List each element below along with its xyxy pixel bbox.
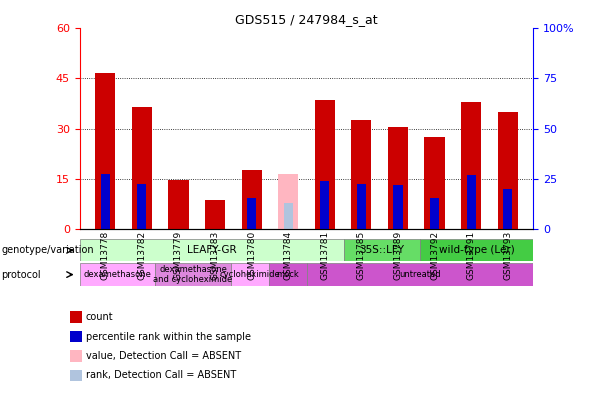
Bar [268, 263, 306, 286]
Text: GSM13780: GSM13780 [247, 231, 256, 280]
Text: genotype/variation: genotype/variation [1, 245, 94, 255]
Text: dexamethasone
and cycloheximide: dexamethasone and cycloheximide [153, 265, 233, 284]
Bar [424, 137, 444, 229]
Bar [320, 181, 329, 229]
Bar [80, 263, 155, 286]
Text: percentile rank within the sample: percentile rank within the sample [86, 332, 251, 341]
Bar [132, 107, 152, 229]
Text: GSM13791: GSM13791 [466, 231, 476, 280]
Bar [351, 120, 371, 229]
Text: GSM13781: GSM13781 [320, 231, 329, 280]
Text: GSM13782: GSM13782 [137, 231, 147, 280]
Bar [461, 102, 481, 229]
Text: 35S::LFY: 35S::LFY [360, 245, 405, 255]
Bar [466, 175, 476, 229]
Text: GSM13783: GSM13783 [210, 231, 219, 280]
Text: GSM13789: GSM13789 [394, 231, 403, 280]
Bar [80, 239, 345, 261]
Text: rank, Detection Call = ABSENT: rank, Detection Call = ABSENT [86, 371, 236, 380]
Bar [503, 189, 512, 229]
Bar [498, 112, 518, 229]
Bar [70, 370, 82, 381]
Bar [70, 350, 82, 362]
Bar [101, 174, 110, 229]
Text: untreated: untreated [399, 270, 441, 279]
Title: GDS515 / 247984_s_at: GDS515 / 247984_s_at [235, 13, 378, 26]
Bar [394, 185, 403, 229]
Bar [231, 263, 268, 286]
Bar [155, 263, 231, 286]
Bar [284, 203, 293, 229]
Bar [314, 100, 335, 229]
Bar [242, 171, 262, 229]
Bar [169, 180, 189, 229]
Bar [70, 331, 82, 342]
Text: GSM13778: GSM13778 [101, 231, 110, 280]
Bar [70, 311, 82, 323]
Bar [95, 73, 115, 229]
Bar [430, 198, 439, 229]
Text: LEAFY-GR: LEAFY-GR [187, 245, 237, 255]
Text: cycloheximide: cycloheximide [219, 270, 280, 279]
Bar [278, 174, 299, 229]
Bar [205, 200, 225, 229]
Text: GSM13779: GSM13779 [174, 231, 183, 280]
Bar [420, 239, 533, 261]
Text: mock: mock [276, 270, 299, 279]
Bar [247, 198, 256, 229]
Bar [345, 239, 420, 261]
Text: value, Detection Call = ABSENT: value, Detection Call = ABSENT [86, 351, 241, 361]
Text: wild-type (Ler): wild-type (Ler) [439, 245, 514, 255]
Bar [357, 184, 366, 229]
Text: count: count [86, 312, 113, 322]
Bar [388, 127, 408, 229]
Text: protocol: protocol [1, 270, 41, 279]
Bar [306, 263, 533, 286]
Text: GSM13792: GSM13792 [430, 231, 439, 280]
Text: dexamethasone: dexamethasone [83, 270, 151, 279]
Bar [137, 184, 147, 229]
Text: GSM13784: GSM13784 [284, 231, 293, 280]
Text: GSM13793: GSM13793 [503, 231, 512, 280]
Text: GSM13785: GSM13785 [357, 231, 366, 280]
